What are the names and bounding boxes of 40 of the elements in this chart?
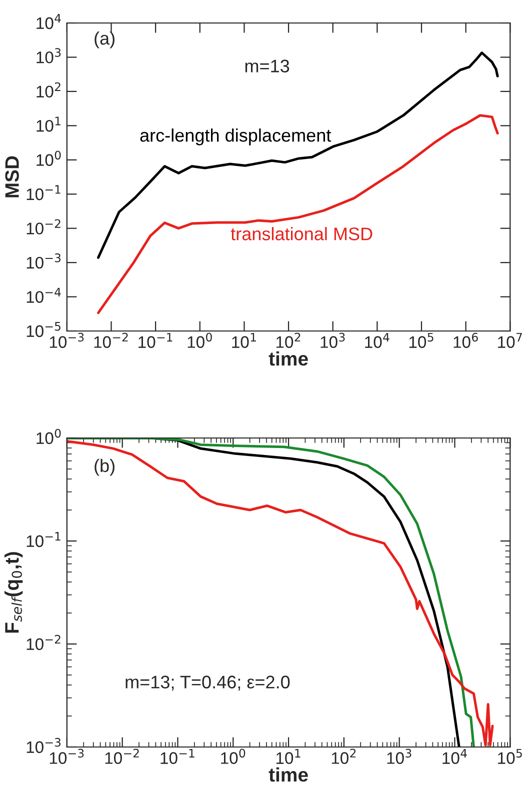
y-tick-label: 10$^{1}$ [36,116,60,132]
y-tick-label: 10$^{0}$ [36,150,61,166]
y-tick-label: 10$^{−1}$ [26,532,60,548]
annotation: m=13 [245,60,290,72]
x-tick-label: 10$^{0}$ [221,748,246,764]
series-label: arc-length displacement [140,128,332,146]
annotation: m=13; T=0.46; ε=2.0 [126,676,290,691]
x-tick-label: 10$^{−1}$ [138,332,172,348]
x-tick-label: 10$^{1}$ [232,332,256,348]
y-tick-label: 10$^{−1}$ [26,185,60,200]
y-tick-label: 10$^{4}$ [36,14,61,30]
y-axis-title: MSD [5,156,19,198]
x-tick-label: 10$^{5}$ [409,332,434,348]
annotation: (a) [94,31,114,48]
x-tick-label: 10$^{−2}$ [105,748,139,764]
x-tick-label: 10$^{−1}$ [160,748,194,764]
x-tick-label: 10$^{6}$ [454,332,478,348]
x-tick-label: 10$^{3}$ [320,332,345,348]
y-tick-label: 10$^{−4}$ [26,288,61,303]
y-tick-label: 10$^{2}$ [36,82,60,98]
x-axis-title: time [268,767,308,782]
y-tick-label: 10$^{0}$ [36,428,61,444]
x-tick-label: 10$^{2}$ [332,748,356,764]
y-tick-label: 10$^{3}$ [36,48,61,64]
x-tick-label: 10$^{0}$ [188,332,212,348]
y-tick-label: 10$^{−2}$ [26,219,60,234]
x-tick-label: 10$^{5}$ [498,748,522,764]
y-tick-label: 10$^{−3}$ [26,253,61,269]
x-tick-label: 10$^{3}$ [387,748,412,764]
y-axis-title: F$_{self}$(q$_{0}$,t) [4,552,23,633]
y-tick-label: 10$^{−2}$ [26,634,60,650]
x-tick-label: 10$^{4}$ [442,748,467,764]
x-tick-label: 10$^{−2}$ [94,332,128,348]
x-tick-label: 10$^{7}$ [498,332,522,348]
x-axis-title: time [268,351,308,366]
x-tick-label: 10$^{4}$ [365,332,390,348]
series-label: translational MSD [230,227,372,240]
annotation: (b) [94,458,114,476]
x-tick-label: 10$^{1}$ [276,748,300,764]
x-tick-label: 10$^{2}$ [276,332,300,348]
